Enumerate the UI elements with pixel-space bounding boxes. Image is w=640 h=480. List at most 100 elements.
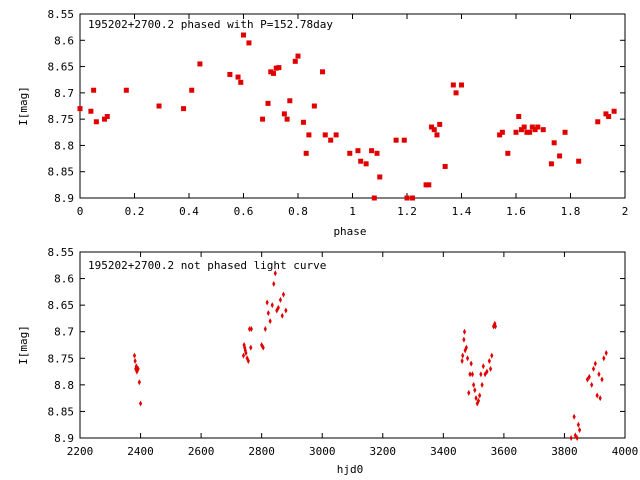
data-point	[573, 432, 577, 439]
data-point	[467, 389, 471, 396]
data-point	[137, 379, 141, 386]
data-point	[347, 150, 353, 156]
data-point	[513, 129, 519, 135]
data-point	[576, 158, 582, 164]
data-point	[273, 270, 277, 277]
x-axis-label: hjd0	[337, 463, 364, 476]
y-tick-label: 8.65	[48, 61, 75, 74]
data-point	[266, 310, 270, 317]
data-point	[476, 397, 481, 404]
data-point	[577, 427, 582, 434]
data-point	[611, 108, 617, 114]
data-point	[303, 150, 309, 156]
data-point	[363, 161, 369, 167]
data-point	[102, 116, 108, 122]
y-tick-label: 8.9	[54, 192, 74, 205]
data-point	[575, 435, 579, 441]
data-point	[268, 318, 272, 325]
data-point	[478, 392, 482, 399]
data-point	[295, 53, 301, 59]
data-point	[77, 106, 83, 112]
data-point	[246, 40, 252, 46]
data-point	[535, 124, 541, 130]
data-point	[260, 342, 264, 348]
data-point	[491, 323, 496, 330]
data-point	[557, 153, 563, 159]
x-tick-label: 1	[349, 205, 356, 218]
x-tick-label: 3200	[370, 445, 397, 458]
data-point	[603, 111, 609, 117]
data-point	[460, 357, 464, 364]
data-point	[606, 114, 612, 120]
data-point	[470, 371, 474, 378]
data-point	[263, 326, 267, 333]
x-tick-group: 2200 2400 2600 2800 3000 3200 3400 3600 3800 4000	[67, 252, 638, 458]
x-tick-label: 2400	[127, 445, 154, 458]
x-tick-group: 0 0.2 0.4 0.6 0.8 1 1.2 1.4 1.6 1.8 2	[77, 14, 629, 218]
data-point	[241, 352, 246, 359]
x-tick-label: 2800	[248, 445, 275, 458]
data-point	[493, 320, 497, 327]
data-point	[490, 352, 494, 359]
data-point	[483, 371, 487, 378]
data-point	[576, 421, 580, 428]
data-point	[235, 74, 241, 80]
data-point	[485, 368, 489, 375]
data-point	[434, 132, 440, 138]
data-point	[529, 124, 535, 130]
data-point	[241, 32, 246, 38]
data-point	[453, 90, 459, 96]
data-point	[473, 387, 477, 394]
data-point	[481, 363, 485, 370]
data-point	[532, 127, 538, 133]
data-point	[276, 304, 280, 311]
data-point	[600, 376, 604, 383]
y-tick-group: 8.55 8.6 8.65 8.7 8.75 8.8 8.85 8.9	[48, 246, 625, 445]
y-tick-label: 8.85	[48, 166, 75, 179]
data-point	[493, 323, 498, 330]
data-point	[598, 395, 602, 402]
data-point	[479, 371, 483, 378]
data-point	[322, 132, 328, 138]
y-tick-label: 8.8	[54, 379, 74, 392]
data-point	[548, 161, 554, 167]
data-point	[244, 349, 248, 356]
data-point	[275, 307, 279, 314]
data-point-group	[132, 270, 608, 441]
data-point	[371, 195, 377, 201]
data-point	[133, 357, 137, 364]
data-point-group	[77, 32, 617, 201]
x-tick-label: 1.2	[397, 205, 417, 218]
data-point	[91, 87, 97, 93]
y-tick-label: 8.65	[48, 299, 75, 312]
data-point	[181, 106, 187, 112]
data-point	[138, 400, 143, 407]
y-axis-label: I[mag]	[17, 86, 30, 126]
data-point	[462, 328, 467, 335]
x-tick-label: 3400	[430, 445, 457, 458]
data-point	[465, 355, 470, 362]
data-point	[273, 65, 279, 71]
x-tick-label: 0	[77, 205, 84, 218]
y-tick-label: 8.6	[54, 34, 74, 47]
data-point	[136, 365, 140, 372]
data-point	[377, 174, 383, 180]
data-point	[540, 127, 546, 133]
x-tick-label: 0.6	[234, 205, 254, 218]
unphased-light-curve-panel: 195202+2700.2 not phased light curve hjd…	[17, 246, 638, 476]
data-point	[328, 137, 334, 143]
data-point	[278, 296, 283, 303]
data-point	[602, 355, 606, 362]
data-point	[551, 140, 557, 146]
data-point	[292, 58, 298, 64]
data-point	[227, 71, 233, 77]
data-point	[521, 124, 527, 130]
data-point	[276, 65, 282, 71]
data-point	[572, 413, 576, 420]
data-point	[591, 365, 596, 372]
y-tick-label: 8.7	[54, 326, 74, 339]
x-tick-label: 2	[622, 205, 629, 218]
data-point	[93, 119, 99, 125]
data-point	[393, 137, 399, 143]
data-point	[197, 61, 203, 67]
